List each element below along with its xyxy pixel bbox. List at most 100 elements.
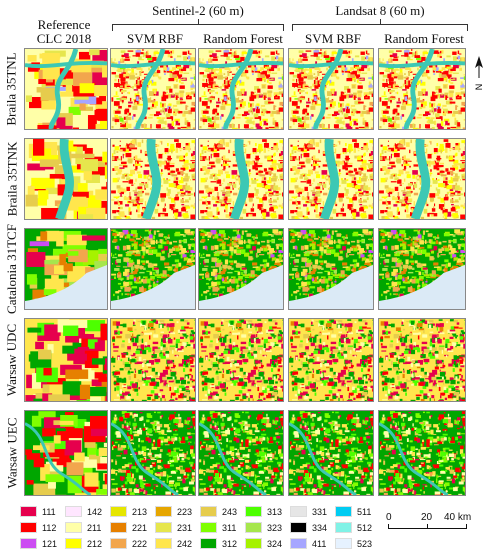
- map-tile-r5-c2: [110, 410, 196, 496]
- legend-code: 323: [267, 522, 283, 533]
- legend-item-213: 213: [110, 506, 147, 517]
- legend-code: 142: [87, 506, 103, 517]
- legend-code: 331: [312, 506, 328, 517]
- legend-item-334: 334: [290, 522, 327, 533]
- legend-code: 222: [132, 538, 148, 549]
- map-tile-r3-c5: [378, 228, 466, 310]
- legend-swatch: [155, 522, 172, 533]
- row-label-warsaw-uec: Warsaw UEC: [4, 417, 20, 489]
- legend-item-411: 411: [290, 538, 326, 549]
- legend-item-231: 231: [155, 522, 192, 533]
- legend-item-222: 222: [110, 538, 147, 549]
- legend-code: 311: [222, 522, 237, 533]
- legend-code: 324: [267, 538, 283, 549]
- legend-code: 334: [312, 522, 328, 533]
- sentinel-header: Sentinel-2 (60 m): [152, 3, 244, 18]
- legend-code: 212: [87, 538, 103, 549]
- map-tile-r1-c2: [110, 48, 196, 130]
- legend-swatch: [335, 538, 352, 549]
- legend-swatch: [65, 538, 82, 549]
- map-tile-r2-c5: [378, 138, 466, 220]
- legend-item-242: 242: [155, 538, 192, 549]
- legend-item-323: 323: [245, 522, 282, 533]
- map-tile-r1-c1: [24, 48, 108, 130]
- map-tile-r4-c3: [198, 318, 284, 402]
- map-tile-r4-c2: [110, 318, 196, 402]
- legend-swatch: [335, 522, 352, 533]
- map-tile-r2-c1: [24, 138, 108, 220]
- legend-swatch: [290, 522, 307, 533]
- legend-swatch: [20, 522, 37, 533]
- legend-swatch: [290, 538, 307, 549]
- legend-code: 313: [267, 506, 283, 517]
- north-label: N: [474, 84, 484, 91]
- legend-item-111: 111: [20, 506, 56, 517]
- legend-swatch: [65, 522, 82, 533]
- legend-swatch: [200, 538, 217, 549]
- legend-item-312: 312: [200, 538, 237, 549]
- north-arrow-icon: N: [474, 56, 484, 91]
- legend-swatch: [290, 506, 307, 517]
- legend-swatch: [245, 506, 262, 517]
- legend-code: 231: [177, 522, 193, 533]
- svm-header-sentinel: SVM RBF: [127, 31, 183, 46]
- map-tile-r5-c5: [378, 410, 466, 496]
- map-tile-r4-c1: [24, 318, 108, 402]
- legend-code: 312: [222, 538, 238, 549]
- legend-code: 221: [132, 522, 148, 533]
- map-tile-r3-c4: [288, 228, 374, 310]
- map-tile-r3-c1: [24, 228, 108, 310]
- reference-header: Reference CLC 2018: [36, 17, 92, 46]
- legend-item-243: 243: [200, 506, 237, 517]
- legend-item-331: 331: [290, 506, 327, 517]
- legend-code: 243: [222, 506, 238, 517]
- scale-bar: 0 20 40 km: [386, 512, 471, 538]
- legend-swatch: [335, 506, 352, 517]
- map-tile-r1-c4: [288, 48, 374, 130]
- rf-header-landsat: Random Forest: [384, 31, 464, 46]
- legend-item-121: 121: [20, 538, 57, 549]
- sentinel-bracket: [112, 19, 284, 31]
- legend-item-112: 112: [20, 522, 56, 533]
- map-tile-r3-c2: [110, 228, 196, 310]
- scale-tick-20: 20: [421, 512, 433, 523]
- legend-code: 213: [132, 506, 148, 517]
- legend-item-313: 313: [245, 506, 282, 517]
- legend-item-223: 223: [155, 506, 192, 517]
- legend-swatch: [20, 506, 37, 517]
- legend-swatch: [110, 506, 127, 517]
- svm-header-landsat: SVM RBF: [305, 31, 361, 46]
- legend-swatch: [65, 506, 82, 517]
- legend-swatch: [200, 522, 217, 533]
- legend-code: 121: [42, 538, 58, 549]
- landsat-header: Landsat 8 (60 m): [335, 3, 425, 18]
- legend-swatch: [200, 506, 217, 517]
- legend-code: 512: [357, 522, 373, 533]
- legend-code: 511: [357, 506, 372, 517]
- legend-swatch: [20, 538, 37, 549]
- map-tile-r2-c3: [198, 138, 284, 220]
- legend-swatch: [110, 522, 127, 533]
- legend-swatch: [155, 506, 172, 517]
- legend-code: 111: [42, 506, 56, 517]
- legend-code: 523: [357, 538, 373, 549]
- legend-code: 242: [177, 538, 193, 549]
- map-tile-r5-c3: [198, 410, 284, 496]
- legend-item-512: 512: [335, 522, 372, 533]
- legend-item-511: 511: [335, 506, 371, 517]
- legend-swatch: [245, 522, 262, 533]
- legend-code: 211: [87, 522, 102, 533]
- legend-code: 112: [42, 522, 57, 533]
- map-tile-r1-c5: [378, 48, 466, 130]
- row-label-braila-35tnl: Braila 35TNL: [4, 52, 20, 126]
- map-tile-r2-c4: [288, 138, 374, 220]
- landsat-bracket: [292, 19, 468, 31]
- legend-item-142: 142: [65, 506, 102, 517]
- legend-swatch: [155, 538, 172, 549]
- legend-code: 223: [177, 506, 193, 517]
- legend-swatch: [110, 538, 127, 549]
- map-tile-r3-c3: [198, 228, 284, 310]
- map-tile-r4-c4: [288, 318, 374, 402]
- row-label-warsaw-udc: Warsaw UDC: [4, 323, 19, 397]
- map-tile-r1-c3: [198, 48, 284, 130]
